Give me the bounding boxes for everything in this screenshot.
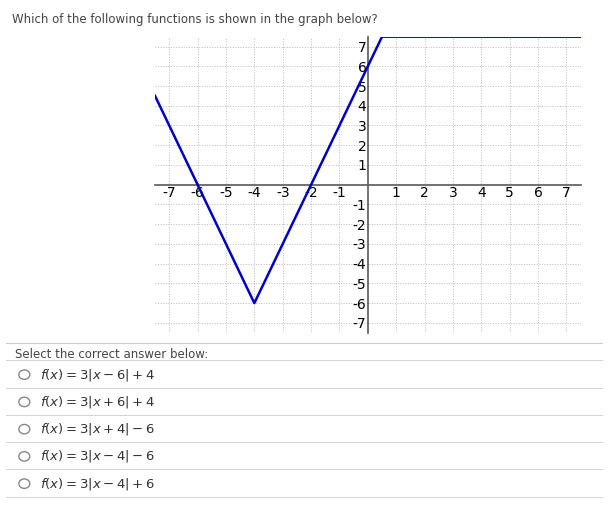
Text: $f(x) = 3|x - 6| + 4$: $f(x) = 3|x - 6| + 4$ (40, 367, 154, 383)
Text: $f(x) = 3|x - 4| + 6$: $f(x) = 3|x - 4| + 6$ (40, 476, 154, 492)
Text: Select the correct answer below:: Select the correct answer below: (15, 348, 209, 362)
Text: Which of the following functions is shown in the graph below?: Which of the following functions is show… (12, 13, 378, 26)
Text: $f(x) = 3|x - 4| - 6$: $f(x) = 3|x - 4| - 6$ (40, 449, 154, 464)
Text: $f(x) = 3|x + 4| - 6$: $f(x) = 3|x + 4| - 6$ (40, 421, 154, 437)
Text: $f(x) = 3|x + 6| + 4$: $f(x) = 3|x + 6| + 4$ (40, 394, 154, 410)
